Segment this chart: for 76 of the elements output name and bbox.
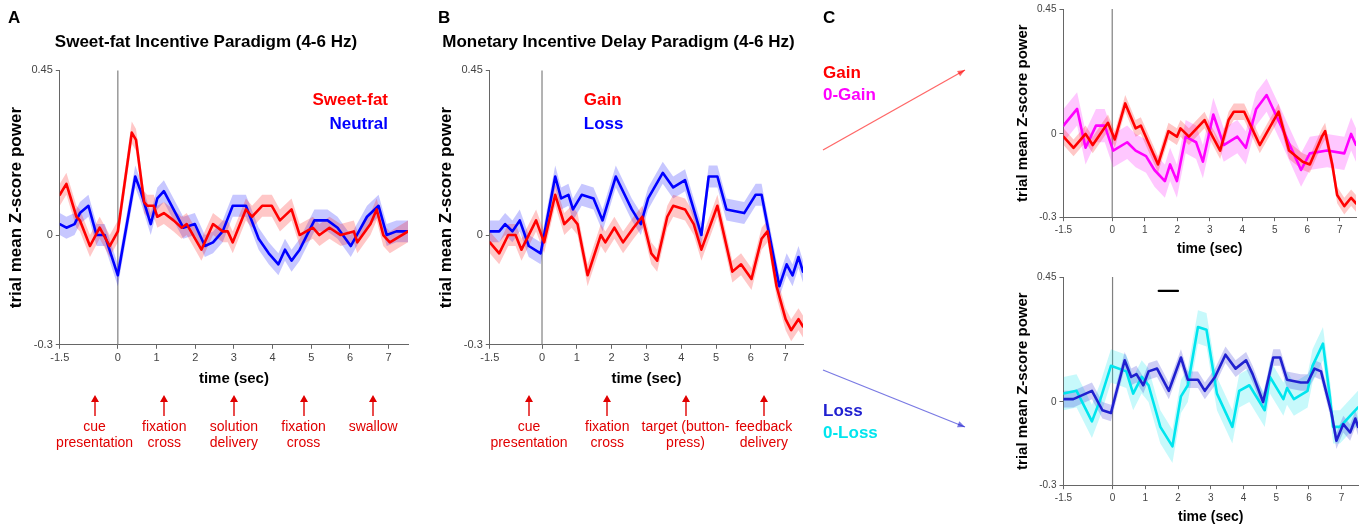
text: Gain (583, 90, 622, 110)
x-tick-label: 0 (114, 351, 121, 364)
y-tick-label: 0.45 (461, 63, 483, 76)
x-tick-label: 6 (1306, 491, 1313, 503)
text: A (8, 8, 21, 28)
x-tick-label: 4 (269, 351, 276, 364)
x-tick-label: -1.5 (1054, 223, 1073, 235)
chart-title: Monetary Incentive Delay Paradigm (4-6 Hz) (442, 31, 795, 51)
y-axis-title: trial mean Z-score power (1013, 292, 1031, 470)
x-axis-title: time (sec) (1177, 240, 1243, 257)
y-axis-title: trial mean Z-score power (1013, 24, 1031, 202)
text: target (button-press) (640, 417, 731, 450)
y-tick-label: 0 (1050, 395, 1057, 407)
x-tick-label: 7 (782, 351, 789, 364)
text: 0-Gain (823, 84, 876, 106)
y-tick-label: 0.45 (1036, 270, 1057, 282)
text: C (823, 8, 836, 28)
x-tick-label: 1 (1141, 223, 1148, 235)
text: feedback delivery (734, 417, 794, 450)
text: fixation cross (280, 417, 327, 450)
x-tick-label: 4 (678, 351, 685, 364)
y-tick-label: 0 (1050, 127, 1057, 139)
x-tick-label: 2 (192, 351, 199, 364)
x-tick-label: 4 (1239, 223, 1246, 235)
x-tick-label: 7 (1338, 491, 1345, 503)
chart-title: Sweet-fat Incentive Paradigm (4-6 Hz) (54, 31, 358, 51)
y-axis-title: trial mean Z-score power (5, 106, 25, 309)
text: fixation cross (584, 417, 631, 450)
y-tick-label: -0.3 (33, 337, 53, 350)
text: solution delivery (208, 417, 259, 450)
x-axis-title: time (sec) (1178, 508, 1244, 525)
text: B (438, 8, 451, 28)
x-tick-label: 7 (1336, 223, 1343, 235)
x-tick-label: 0 (1109, 491, 1116, 503)
text: cue presentation (55, 417, 135, 450)
x-tick-label: 0 (538, 351, 546, 364)
x-tick-label: -1.5 (1054, 491, 1073, 503)
y-tick-label: 0.45 (31, 63, 53, 76)
text: Gain (823, 62, 862, 84)
text: swallow (347, 417, 399, 434)
x-tick-label: 3 (1206, 223, 1213, 235)
x-tick-label: 5 (1273, 491, 1280, 503)
y-axis-title: trial mean Z-score power (435, 106, 455, 309)
x-tick-label: 6 (747, 351, 754, 364)
x-tick-label: 3 (1207, 491, 1214, 503)
text: fixation cross (141, 417, 188, 450)
y-tick-label: -0.3 (463, 337, 483, 350)
x-tick-label: 2 (1174, 223, 1181, 235)
x-tick-label: 1 (573, 351, 580, 364)
text: Loss (823, 400, 864, 422)
x-tick-label: 0 (1109, 223, 1116, 235)
text: Sweet-fat (312, 90, 389, 110)
x-tick-label: 6 (1304, 223, 1311, 235)
x-tick-label: -1.5 (480, 351, 500, 364)
x-tick-label: -1.5 (50, 351, 70, 364)
x-tick-label: 7 (385, 351, 392, 364)
x-tick-label: 2 (1175, 491, 1182, 503)
y-tick-label: -0.3 (1039, 210, 1057, 222)
y-tick-label: -0.3 (1039, 478, 1057, 490)
x-tick-label: 6 (346, 351, 354, 364)
x-axis-title: time (sec) (198, 369, 269, 387)
y-tick-label: 0.45 (1036, 2, 1057, 14)
text: cue presentation (489, 417, 569, 450)
x-tick-label: 3 (230, 351, 237, 364)
x-tick-label: 3 (643, 351, 650, 364)
x-tick-label: 4 (1240, 491, 1247, 503)
x-tick-label: 1 (153, 351, 160, 364)
x-tick-label: 1 (1142, 491, 1149, 503)
x-tick-label: 5 (712, 351, 720, 364)
text: 0-Loss (823, 422, 878, 444)
x-tick-label: 2 (608, 351, 615, 364)
x-tick-label: 5 (1271, 223, 1278, 235)
x-axis-title: time (sec) (611, 369, 682, 387)
x-tick-label: 5 (308, 351, 315, 364)
text: Neutral (329, 114, 388, 134)
text: Loss (583, 114, 624, 134)
